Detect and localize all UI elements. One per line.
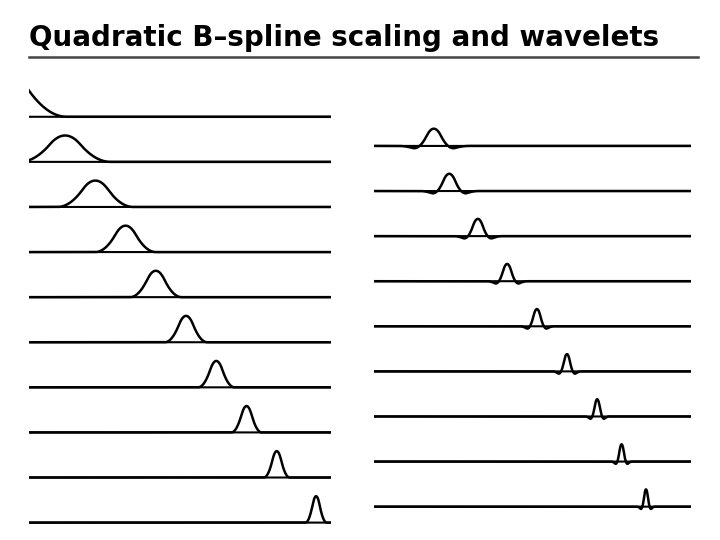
Text: Quadratic B–spline scaling and wavelets: Quadratic B–spline scaling and wavelets bbox=[29, 24, 659, 52]
